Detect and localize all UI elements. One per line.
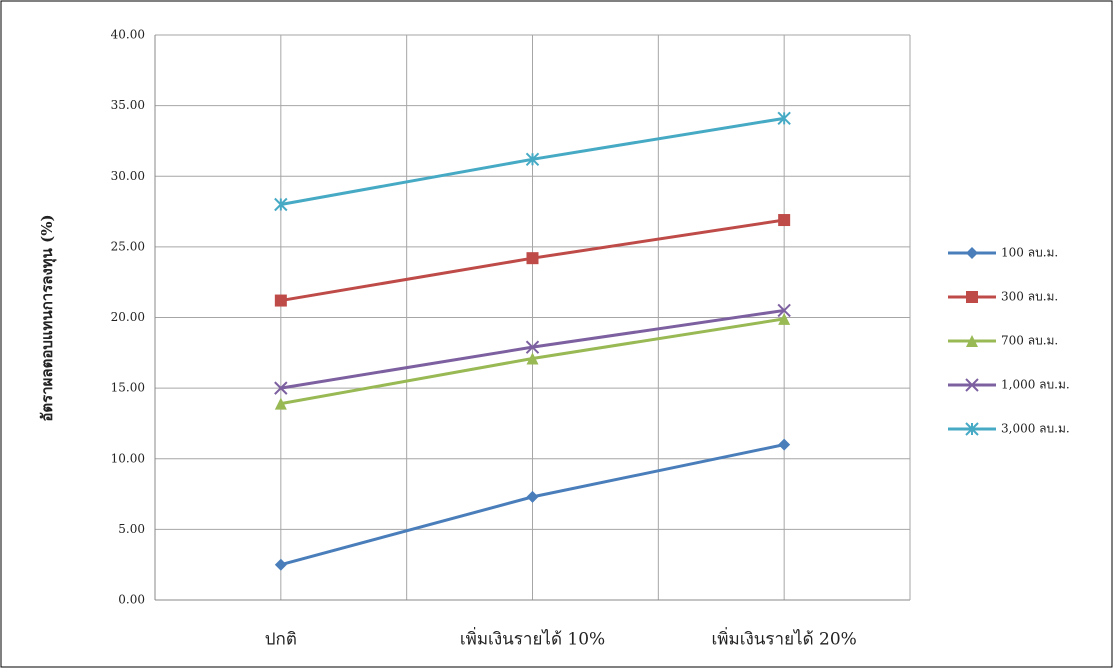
legend-label: 300 ลบ.ม. (1001, 290, 1058, 304)
marker (966, 291, 978, 303)
y-tick-label: 25.00 (111, 239, 145, 253)
y-tick-label: 10.00 (111, 451, 145, 465)
marker (778, 214, 790, 226)
x-tick-label: เพิ่มเงินรายได้ 20% (711, 627, 856, 650)
legend-label: 700 ลบ.ม. (1001, 334, 1058, 348)
y-tick-label: 30.00 (111, 169, 145, 183)
marker (275, 295, 287, 307)
y-tick-label: 35.00 (111, 98, 145, 112)
legend-label: 1,000 ลบ.ม. (1001, 378, 1070, 392)
y-axis-title: อัตราผลตอบแทนการลงทุน (%) (38, 214, 57, 421)
legend-label: 100 ลบ.ม. (1001, 246, 1058, 260)
x-tick-label: เพิ่มเงินรายได้ 10% (460, 627, 605, 650)
y-tick-label: 20.00 (111, 310, 145, 324)
chart: อัตราผลตอบแทนการลงทุน (%) 0.00 5.00 10.00 1… (0, 0, 1113, 668)
x-tick-label: ปกติ (265, 630, 297, 650)
y-tick-label: 0.00 (118, 593, 145, 607)
chart-border (1, 1, 1112, 667)
y-tick-label: 40.00 (111, 28, 145, 42)
y-tick-label: 5.00 (118, 522, 145, 536)
y-tick-label: 15.00 (111, 381, 145, 395)
legend-label: 3,000 ลบ.ม. (1001, 422, 1070, 436)
marker (527, 252, 539, 264)
